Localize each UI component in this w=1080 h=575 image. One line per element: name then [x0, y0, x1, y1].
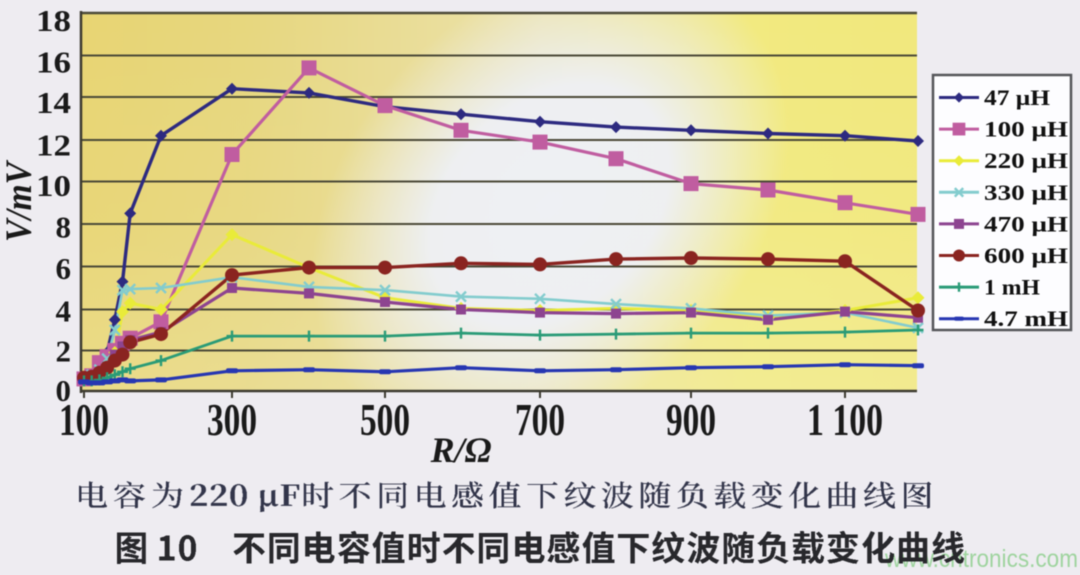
svg-text:220 μH: 220 μH [984, 148, 1068, 173]
svg-text:47 μH: 47 μH [984, 85, 1050, 110]
svg-text:18: 18 [36, 3, 71, 38]
svg-text:100 μH: 100 μH [984, 117, 1068, 142]
svg-text:1 mH: 1 mH [984, 275, 1040, 300]
svg-text:6: 6 [56, 251, 72, 286]
svg-text:700: 700 [515, 395, 565, 445]
svg-text:1 100: 1 100 [807, 395, 883, 445]
svg-text:R/Ω: R/Ω [430, 430, 492, 470]
svg-text:8: 8 [56, 210, 72, 245]
svg-text:2: 2 [56, 333, 72, 368]
svg-text:4: 4 [56, 293, 72, 328]
svg-text:500: 500 [360, 395, 410, 445]
svg-text:300: 300 [207, 395, 257, 445]
svg-text:600 μH: 600 μH [984, 243, 1068, 268]
svg-text:4.7 mH: 4.7 mH [984, 306, 1068, 331]
svg-text:330 μH: 330 μH [984, 180, 1068, 205]
svg-text:V/mV: V/mV [0, 159, 40, 242]
svg-text:12: 12 [36, 127, 71, 162]
svg-text:10: 10 [36, 168, 71, 203]
svg-text:14: 14 [36, 85, 71, 120]
svg-text:470 μH: 470 μH [984, 211, 1068, 236]
svg-text:16: 16 [36, 45, 71, 80]
svg-text:900: 900 [666, 395, 716, 445]
svg-text:100: 100 [59, 395, 109, 445]
svg-text:0: 0 [56, 373, 72, 408]
